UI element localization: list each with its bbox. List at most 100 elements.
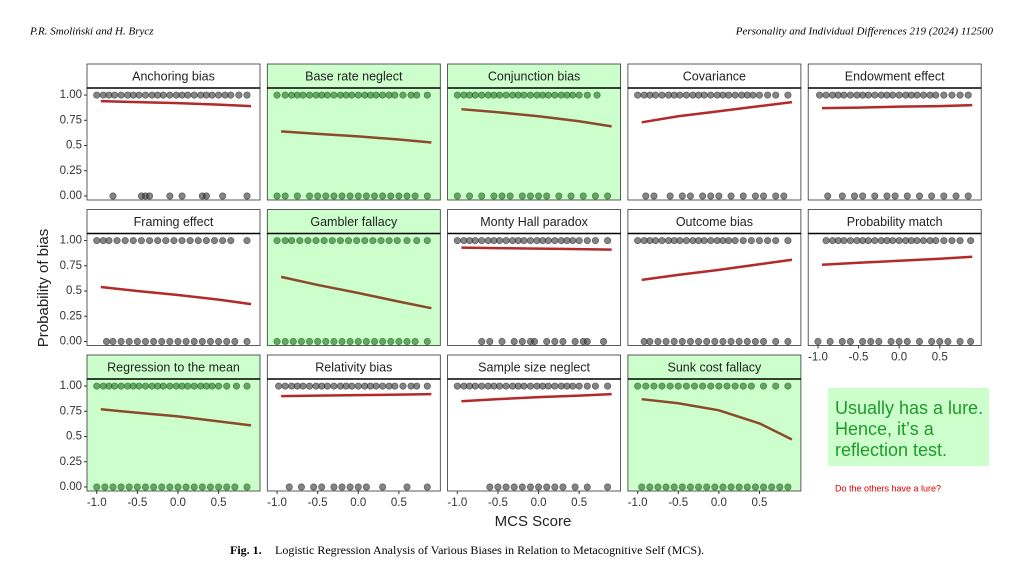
panel-strip (86, 354, 261, 380)
data-point (903, 192, 911, 200)
data-point (198, 337, 206, 345)
data-point (403, 237, 411, 245)
data-point (306, 192, 314, 200)
data-point (496, 237, 504, 245)
data-point (296, 237, 304, 245)
data-point (666, 382, 674, 390)
data-point (174, 337, 182, 345)
data-point (502, 91, 510, 99)
data-point (211, 237, 219, 245)
data-point (223, 382, 231, 390)
data-point (117, 91, 125, 99)
data-point (494, 483, 502, 491)
data-point (362, 192, 370, 200)
data-point (567, 192, 575, 200)
data-point (646, 337, 654, 345)
data-point (604, 237, 612, 245)
data-point (551, 237, 559, 245)
data-point (784, 237, 792, 245)
data-point (510, 483, 518, 491)
panel-title: Conjunction bias (488, 69, 580, 83)
data-point (299, 382, 307, 390)
y-tick-label: 1.00 (60, 235, 82, 247)
data-point (133, 483, 141, 491)
data-point (285, 483, 293, 491)
data-point (707, 237, 715, 245)
data-point (281, 237, 289, 245)
data-point (686, 337, 694, 345)
data-point (453, 237, 461, 245)
data-point (223, 337, 231, 345)
x-tick-label: 0.5 (751, 497, 767, 509)
data-point (102, 337, 110, 345)
data-point (353, 237, 361, 245)
data-point (206, 337, 214, 345)
data-point (674, 382, 682, 390)
data-point (551, 91, 559, 99)
data-point (109, 337, 117, 345)
data-point (784, 91, 792, 99)
panel-background (627, 378, 802, 492)
data-point (518, 192, 526, 200)
data-point (323, 382, 331, 390)
data-point (466, 192, 474, 200)
data-point (141, 91, 149, 99)
data-point (502, 483, 510, 491)
data-point (297, 337, 305, 345)
panel-title: Endowment effect (845, 69, 945, 83)
data-point (940, 91, 948, 99)
data-point (840, 237, 848, 245)
data-point (543, 483, 551, 491)
data-point (478, 237, 486, 245)
data-point (391, 382, 399, 390)
data-point (336, 237, 344, 245)
data-point (544, 237, 552, 245)
data-point (109, 483, 117, 491)
data-point (170, 237, 178, 245)
data-point (822, 237, 830, 245)
data-point (526, 192, 534, 200)
y-tick-label: 0.00 (60, 335, 82, 347)
data-point (928, 337, 936, 345)
data-point (967, 337, 975, 345)
data-point (506, 192, 514, 200)
data-point (371, 192, 379, 200)
data-point (413, 382, 421, 390)
data-point (670, 483, 678, 491)
data-point (604, 483, 612, 491)
data-point (281, 91, 289, 99)
data-point (658, 237, 666, 245)
data-point (575, 91, 583, 99)
data-point (243, 337, 251, 345)
data-point (150, 337, 158, 345)
regression-line (821, 255, 973, 267)
data-point (755, 91, 763, 99)
data-point (385, 237, 393, 245)
x-tick-label: -0.5 (488, 497, 508, 509)
panel-background (86, 87, 261, 201)
data-point (413, 91, 421, 99)
data-point (913, 91, 921, 99)
panel-background (86, 378, 261, 492)
data-point (520, 91, 528, 99)
data-point (498, 192, 506, 200)
data-point (93, 382, 101, 390)
regression-line (281, 392, 432, 398)
data-point (232, 382, 240, 390)
data-point (190, 91, 198, 99)
data-point (569, 91, 577, 99)
x-tick-label: 0.5 (391, 497, 407, 509)
data-point (190, 337, 198, 345)
data-point (361, 237, 369, 245)
data-point (354, 91, 362, 99)
data-point (345, 237, 353, 245)
data-point (182, 483, 190, 491)
data-point (654, 483, 662, 491)
data-point (772, 192, 780, 200)
panel-title: Probability match (847, 215, 943, 229)
data-point (682, 382, 690, 390)
y-tick-label: 0.75 (60, 114, 82, 126)
data-point (666, 192, 674, 200)
data-point (526, 237, 534, 245)
data-point (725, 91, 733, 99)
